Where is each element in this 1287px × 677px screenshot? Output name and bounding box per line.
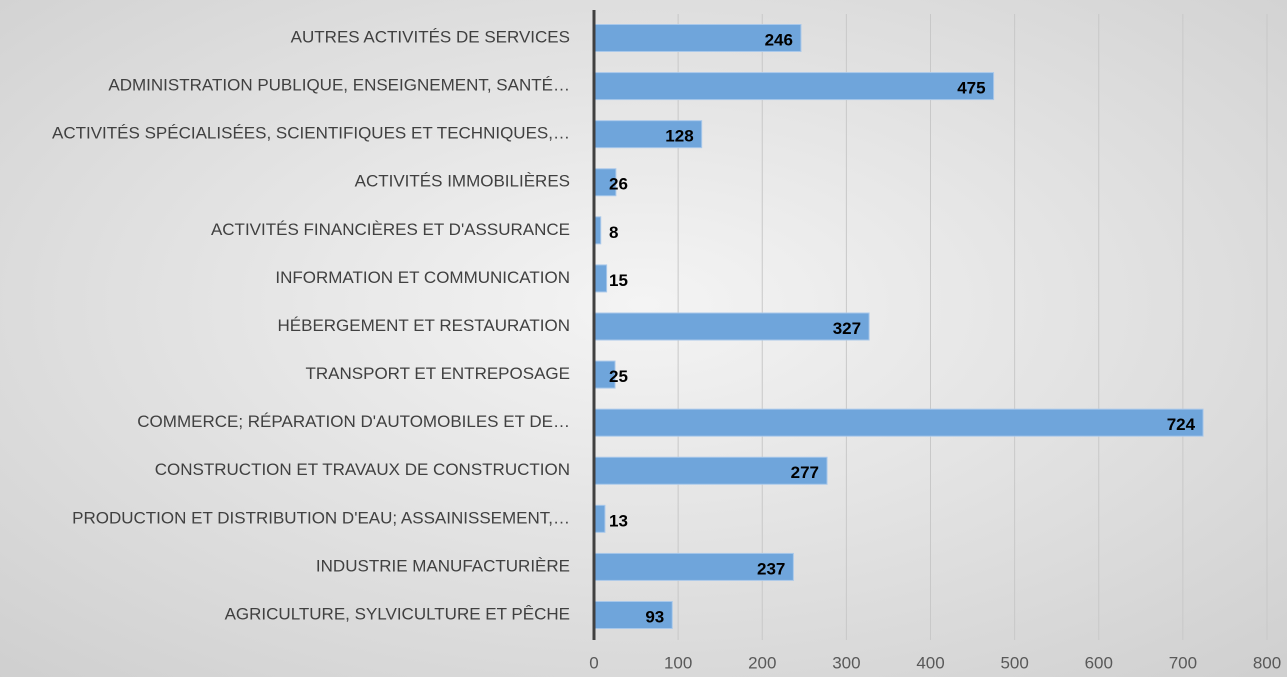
bar — [593, 24, 802, 52]
category-label: ACTIVITÉS SPÉCIALISÉES, SCIENTIFIQUES ET… — [52, 124, 570, 143]
bar — [593, 601, 673, 629]
x-tick-label: 100 — [664, 653, 692, 672]
value-label: 246 — [765, 30, 793, 49]
category-label: ACTIVITÉS IMMOBILIÈRES — [355, 172, 570, 191]
bar — [593, 264, 608, 293]
bar — [593, 72, 995, 101]
value-label: 327 — [833, 319, 861, 338]
category-label: INDUSTRIE MANUFACTURIÈRE — [316, 556, 570, 575]
x-tick-label: 400 — [916, 653, 944, 672]
x-tick-label: 200 — [748, 653, 776, 672]
bar — [593, 312, 870, 341]
value-label: 237 — [757, 559, 785, 578]
value-label: 15 — [609, 271, 628, 290]
category-label: AGRICULTURE, SYLVICULTURE ET PÊCHE — [225, 604, 570, 623]
x-tick-label: 700 — [1169, 653, 1197, 672]
category-label: COMMERCE; RÉPARATION D'AUTOMOBILES ET DE… — [137, 412, 570, 431]
x-tick-label: 600 — [1085, 653, 1113, 672]
x-tick-label: 800 — [1253, 653, 1281, 672]
bar — [593, 552, 794, 581]
value-label: 26 — [609, 175, 628, 194]
category-label: AUTRES ACTIVITÉS DE SERVICES — [291, 27, 570, 46]
value-label: 8 — [609, 223, 618, 242]
value-label: 277 — [791, 463, 819, 482]
category-label: CONSTRUCTION ET TRAVAUX DE CONSTRUCTION — [155, 460, 570, 479]
category-label: TRANSPORT ET ENTREPOSAGE — [305, 364, 570, 383]
category-label: HÉBERGEMENT ET RESTAURATION — [277, 316, 570, 335]
bar — [593, 120, 703, 149]
value-label: 13 — [609, 511, 628, 530]
category-label: PRODUCTION ET DISTRIBUTION D'EAU; ASSAIN… — [72, 508, 570, 527]
value-label: 128 — [665, 127, 693, 146]
bar — [593, 504, 606, 533]
category-label: ACTIVITÉS FINANCIÈRES ET D'ASSURANCE — [211, 220, 570, 239]
bar — [593, 456, 828, 485]
x-tick-label: 0 — [589, 653, 598, 672]
value-label: 724 — [1167, 415, 1196, 434]
x-tick-label: 500 — [1000, 653, 1028, 672]
category-label: ADMINISTRATION PUBLIQUE, ENSEIGNEMENT, S… — [108, 76, 570, 95]
value-label: 25 — [609, 367, 628, 386]
value-label: 475 — [957, 79, 985, 98]
value-label: 93 — [645, 607, 664, 626]
bar — [593, 408, 1204, 437]
category-label: INFORMATION ET COMMUNICATION — [275, 268, 570, 287]
x-tick-label: 300 — [832, 653, 860, 672]
